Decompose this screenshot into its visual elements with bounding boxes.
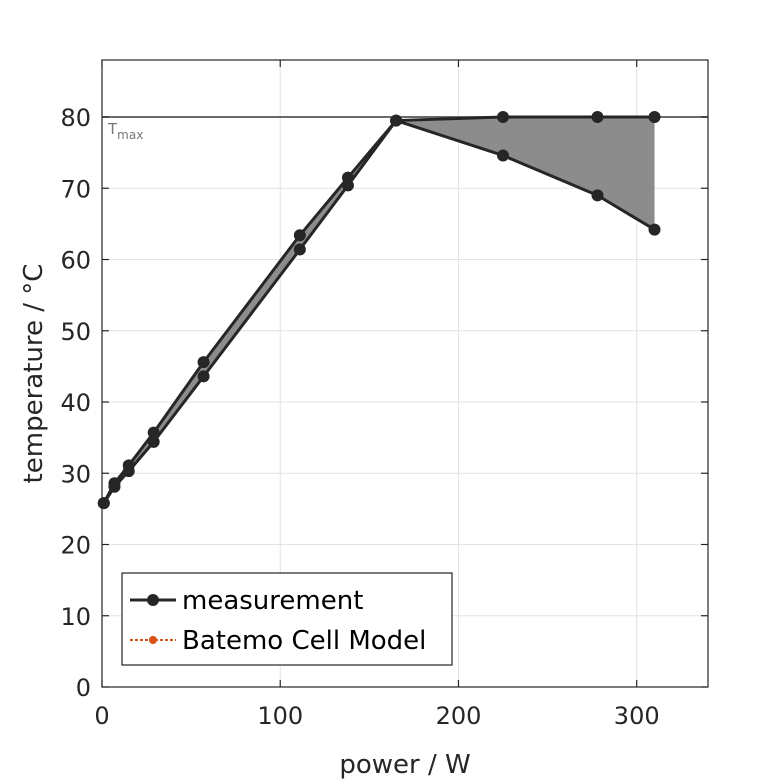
y-tick-label: 50 bbox=[60, 318, 91, 346]
data-point bbox=[648, 223, 661, 236]
data-point bbox=[648, 111, 661, 123]
y-axis-label: temperature / °C bbox=[19, 264, 49, 484]
y-tick-label: 40 bbox=[60, 389, 91, 417]
data-point bbox=[147, 435, 160, 448]
legend-swatch-marker bbox=[147, 594, 159, 606]
legend-label: Batemo Cell Model bbox=[182, 626, 426, 656]
tick-labels: 0 100 200 300 0 10 20 30 40 50 60 70 80 bbox=[60, 104, 659, 730]
temperature-band bbox=[103, 117, 655, 504]
band-fill bbox=[103, 117, 655, 504]
legend-label: measurement bbox=[182, 586, 363, 616]
data-point bbox=[197, 356, 210, 369]
data-point bbox=[293, 229, 306, 242]
x-tick-label: 200 bbox=[436, 702, 482, 730]
legend: measurement Batemo Cell Model bbox=[121, 572, 453, 666]
data-point bbox=[97, 497, 110, 510]
y-tick-label: 70 bbox=[60, 175, 91, 203]
data-point bbox=[341, 179, 354, 192]
series-points bbox=[97, 111, 661, 510]
x-tick-label: 100 bbox=[257, 702, 303, 730]
y-tick-label: 10 bbox=[60, 603, 91, 631]
axes-box bbox=[101, 59, 709, 688]
data-point bbox=[122, 465, 135, 478]
data-point bbox=[293, 243, 306, 256]
data-point bbox=[591, 111, 604, 123]
y-tick-label: 20 bbox=[60, 532, 91, 560]
axes bbox=[101, 59, 709, 688]
y-tick-label: 60 bbox=[60, 247, 91, 275]
tmax-label-subscript: max bbox=[117, 128, 143, 142]
y-tick-label: 30 bbox=[60, 460, 91, 488]
y-tick-label: 0 bbox=[76, 674, 91, 702]
legend-box bbox=[121, 572, 453, 666]
data-point bbox=[197, 370, 210, 383]
y-tick-label: 80 bbox=[60, 104, 91, 132]
data-point bbox=[497, 149, 510, 162]
x-tick-label: 300 bbox=[614, 702, 660, 730]
data-point bbox=[591, 189, 604, 202]
data-point bbox=[497, 111, 510, 123]
data-point bbox=[390, 114, 403, 127]
x-axis-label: power / W bbox=[339, 750, 470, 780]
tmax-label: Tmax bbox=[107, 120, 143, 142]
data-point bbox=[147, 426, 160, 439]
legend-swatch-marker bbox=[149, 636, 157, 644]
tmax-label-main: T bbox=[107, 120, 118, 138]
data-point bbox=[108, 480, 121, 493]
x-tick-label: 0 bbox=[94, 702, 109, 730]
